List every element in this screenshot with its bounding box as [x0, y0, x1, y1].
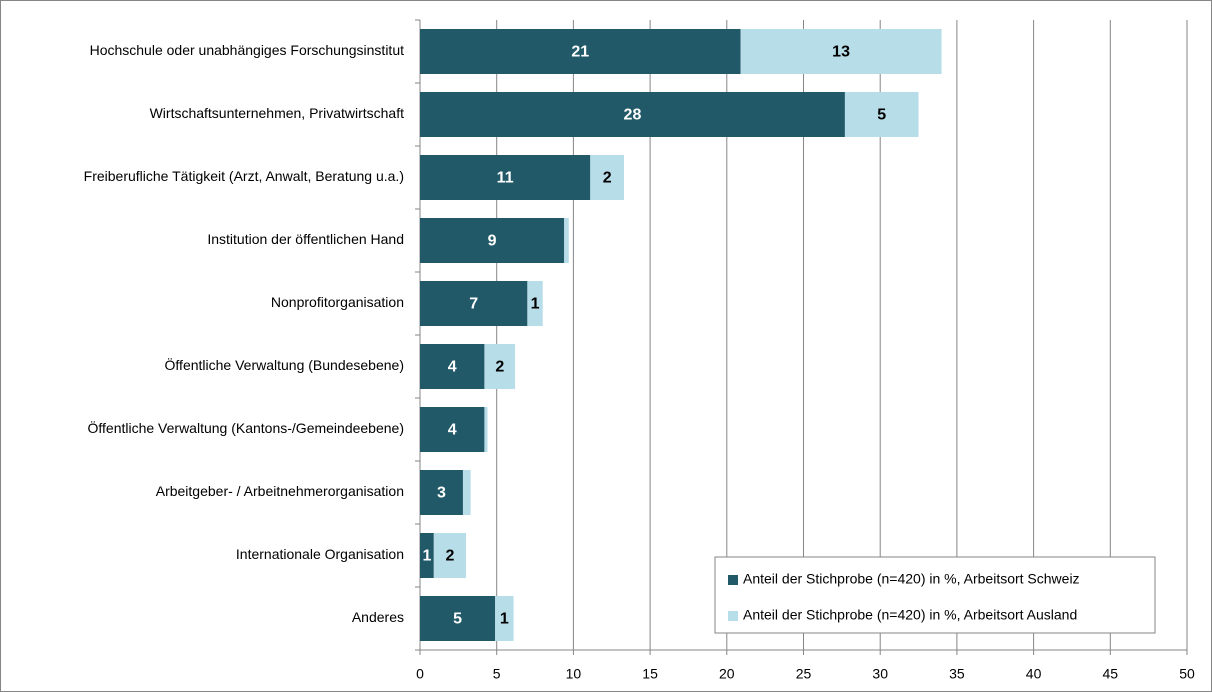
- y-tick-label: Freiberufliche Tätigkeit (Arzt, Anwalt, …: [84, 168, 404, 184]
- legend-marker: [728, 611, 738, 621]
- bar-segment: [420, 281, 528, 326]
- y-tick-label: Wirtschaftsunternehmen, Privatwirtschaft: [150, 105, 405, 121]
- bar-segment: [495, 596, 514, 641]
- bar-segment: [590, 155, 625, 200]
- x-tick-label: 40: [1026, 666, 1042, 682]
- x-tick-label: 45: [1103, 666, 1119, 682]
- data-label: 9: [488, 233, 497, 250]
- data-label: 13: [832, 44, 850, 61]
- x-tick-label: 50: [1179, 666, 1195, 682]
- data-label: 2: [495, 359, 504, 376]
- y-tick-label: Nonprofitorganisation: [271, 294, 404, 310]
- bar-segment: [420, 218, 565, 263]
- x-tick-label: 30: [872, 666, 888, 682]
- x-tick-label: 0: [416, 666, 424, 682]
- data-label: 3: [437, 485, 446, 502]
- bar-segment: [433, 533, 467, 578]
- bar-segment: [484, 407, 488, 452]
- data-label: 1: [422, 548, 431, 565]
- bar-segment: [462, 470, 471, 515]
- bar-segment: [420, 407, 485, 452]
- y-tick-label: Anderes: [352, 609, 404, 625]
- x-tick-label: 15: [642, 666, 658, 682]
- data-label: 4: [448, 422, 457, 439]
- bar-segment: [420, 155, 591, 200]
- y-tick-label: Arbeitgeber- / Arbeitnehmerorganisation: [156, 483, 404, 499]
- bar-segment: [527, 281, 543, 326]
- bar-segment: [844, 92, 919, 137]
- data-label: 11: [497, 170, 514, 187]
- legend-box: [714, 556, 1156, 634]
- bar-segment: [420, 92, 845, 137]
- data-label: 4: [448, 359, 457, 376]
- legend-marker: [728, 575, 738, 585]
- data-label: 7: [469, 296, 478, 313]
- y-tick-label: Internationale Organisation: [236, 546, 404, 562]
- x-tick-label: 5: [493, 666, 501, 682]
- bar-segment: [420, 29, 741, 74]
- bar-segment: [420, 470, 463, 515]
- bar-segment: [484, 344, 516, 389]
- data-label: 2: [445, 548, 454, 565]
- x-tick-label: 35: [949, 666, 965, 682]
- x-tick-label: 20: [719, 666, 735, 682]
- y-tick-label: Hochschule oder unabhängiges Forschungsi…: [90, 42, 405, 58]
- bar-segment: [420, 533, 434, 578]
- data-label: 28: [624, 107, 642, 124]
- bar-segment: [420, 596, 496, 641]
- y-tick-label: Öffentliche Verwaltung (Kantons-/Gemeind…: [88, 419, 405, 436]
- legend-label: Anteil der Stichprobe (n=420) in %, Arbe…: [743, 607, 1077, 623]
- bar-segment: [740, 29, 942, 74]
- y-tick-label: Institution der öffentlichen Hand: [207, 231, 404, 247]
- x-tick-label: 25: [796, 666, 812, 682]
- data-label: 1: [531, 296, 540, 313]
- data-label: 5: [453, 611, 462, 628]
- bar-segment: [420, 344, 485, 389]
- bar-segment: [564, 218, 569, 263]
- data-label: 5: [877, 107, 886, 124]
- x-tick-label: 10: [566, 666, 582, 682]
- legend-label: Anteil der Stichprobe (n=420) in %, Arbe…: [743, 571, 1080, 587]
- data-label: 21: [571, 44, 589, 61]
- data-label: 1: [500, 611, 509, 628]
- y-tick-label: Öffentliche Verwaltung (Bundesebene): [165, 356, 404, 373]
- data-label: 2: [603, 170, 612, 187]
